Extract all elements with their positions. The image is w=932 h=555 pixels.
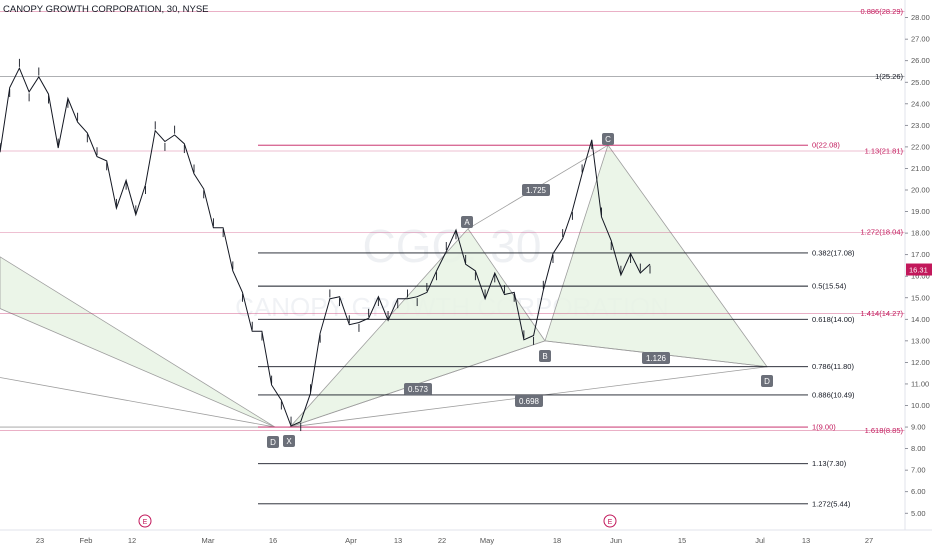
ratio-box-0 xyxy=(404,383,432,395)
y-tick-label-10: 15.00 xyxy=(911,293,930,302)
fib-label-10: 0.886(10.49) xyxy=(812,390,855,399)
fib-label-2: 0(22.08) xyxy=(812,141,840,150)
fib-label-5: 0.382(17.08) xyxy=(812,248,855,257)
x-tick-label-7: 22 xyxy=(438,536,446,545)
x-tick-label-12: Jul xyxy=(755,536,765,545)
y-tick-label-13: 18.00 xyxy=(911,229,930,238)
x-tick-label-13: 13 xyxy=(802,536,810,545)
ratio-box-1 xyxy=(522,184,550,196)
chart-title: CANOPY GROWTH CORPORATION, 30, NYSE xyxy=(3,4,209,15)
x-tick-label-4: 16 xyxy=(269,536,277,545)
y-tick-label-21: 26.00 xyxy=(911,56,930,65)
x-tick-label-9: 18 xyxy=(553,536,561,545)
fib-label-9: 0.786(11.80) xyxy=(812,362,854,371)
last-price-badge xyxy=(906,263,932,276)
y-tick-label-8: 13.00 xyxy=(911,336,930,345)
y-tick-label-7: 12.00 xyxy=(911,358,930,367)
fib-label-14: 1.272(5.44) xyxy=(812,499,851,508)
y-tick-label-23: 28.00 xyxy=(911,13,930,22)
price-series xyxy=(0,58,651,432)
ratio-box-3 xyxy=(642,352,670,364)
left-point-d-label-box xyxy=(267,436,279,448)
x-tick-label-5: Apr xyxy=(345,536,357,545)
x-tick-label-14: 27 xyxy=(865,536,873,545)
pattern-labels: X A B C D D 0.573 1.725 0.698 1.126 xyxy=(267,133,773,448)
y-tick-label-4: 9.00 xyxy=(911,423,926,432)
price-line xyxy=(0,66,651,427)
x-tick-label-1: Feb xyxy=(80,536,93,545)
fib-label-1: 1(25.26) xyxy=(875,72,903,81)
y-tick-label-16: 21.00 xyxy=(911,164,930,173)
event-marker-label-1: E xyxy=(608,519,613,526)
point-x-label-box xyxy=(283,435,295,447)
y-tick-label-11: 16.00 xyxy=(911,272,930,281)
left-pattern-leg xyxy=(0,377,276,428)
fib-label-6: 0.5(15.54) xyxy=(812,282,847,291)
fib-label-3: 1.13(21.81) xyxy=(865,146,904,155)
left-point-d-label: D xyxy=(270,438,276,447)
point-d-label: D xyxy=(764,377,770,386)
fib-label-0: 0.886(28.29) xyxy=(860,7,903,16)
x-tick-label-10: Jun xyxy=(610,536,622,545)
y-tick-label-3: 8.00 xyxy=(911,444,926,453)
event-marker-1 xyxy=(603,514,617,528)
fib-label-13: 1.13(7.30) xyxy=(812,459,847,468)
x-tick-label-8: May xyxy=(480,536,494,545)
y-tick-label-19: 24.00 xyxy=(911,99,930,108)
x-tick-label-0: 23 xyxy=(36,536,44,545)
ratio-box-2 xyxy=(515,395,543,407)
point-c-label-box xyxy=(602,133,614,145)
fib-label-7: 1.414(14.27) xyxy=(860,309,903,318)
x-tick-label-3: Mar xyxy=(202,536,215,545)
left-pattern-wedge xyxy=(0,256,276,428)
harmonic-pattern[interactable] xyxy=(0,144,768,428)
y-tick-label-2: 7.00 xyxy=(911,466,926,475)
point-a-label: A xyxy=(464,218,470,227)
price-axis[interactable]: 5.00 6.00 7.00 8.00 9.00 10.00 11.00 12.00 13.00… xyxy=(904,0,932,530)
harmonic-triangle-bcd xyxy=(544,144,768,368)
point-x-label: X xyxy=(286,437,292,446)
y-tick-label-6: 11.00 xyxy=(911,379,929,388)
point-a-label-box xyxy=(461,216,473,228)
last-price-label: 16.31 xyxy=(909,266,928,275)
point-d-label-box xyxy=(761,375,773,387)
point-c-label: C xyxy=(605,135,611,144)
event-marker-label-0: E xyxy=(143,519,148,526)
ratio-label-3: 1.126 xyxy=(646,354,667,363)
y-tick-label-17: 22.00 xyxy=(911,142,930,151)
fib-label-8: 0.618(14.00) xyxy=(812,315,855,324)
ratio-label-0: 0.573 xyxy=(408,385,429,394)
y-tick-label-18: 23.00 xyxy=(911,121,930,130)
y-tick-label-20: 25.00 xyxy=(911,78,930,87)
ratio-label-1: 1.725 xyxy=(526,186,547,195)
x-tick-label-11: 15 xyxy=(678,536,686,545)
y-tick-label-1: 6.00 xyxy=(911,487,926,496)
x-tick-label-2: 12 xyxy=(128,536,136,545)
ratio-label-2: 0.698 xyxy=(519,397,540,406)
fib-label-11: 1(9.00) xyxy=(812,423,836,432)
point-b-label: B xyxy=(542,352,547,361)
point-b-label-box xyxy=(539,350,551,362)
y-tick-label-22: 27.00 xyxy=(911,35,930,44)
event-marker-0 xyxy=(138,514,152,528)
x-tick-label-6: 13 xyxy=(394,536,402,545)
time-axis[interactable]: 23 Feb 12 Mar 16 Apr 13 22 May 18 Jun 15 Jul 13 27 E E xyxy=(0,514,932,545)
y-tick-label-12: 17.00 xyxy=(911,250,930,259)
fib-label-12: 1.618(8.85) xyxy=(865,426,904,435)
y-tick-label-0: 5.00 xyxy=(911,509,926,518)
y-tick-label-15: 20.00 xyxy=(911,186,930,195)
y-tick-label-5: 10.00 xyxy=(911,401,930,410)
y-tick-label-14: 19.00 xyxy=(911,207,930,216)
y-tick-label-9: 14.00 xyxy=(911,315,930,324)
fib-label-4: 1.272(18.04) xyxy=(860,228,903,237)
